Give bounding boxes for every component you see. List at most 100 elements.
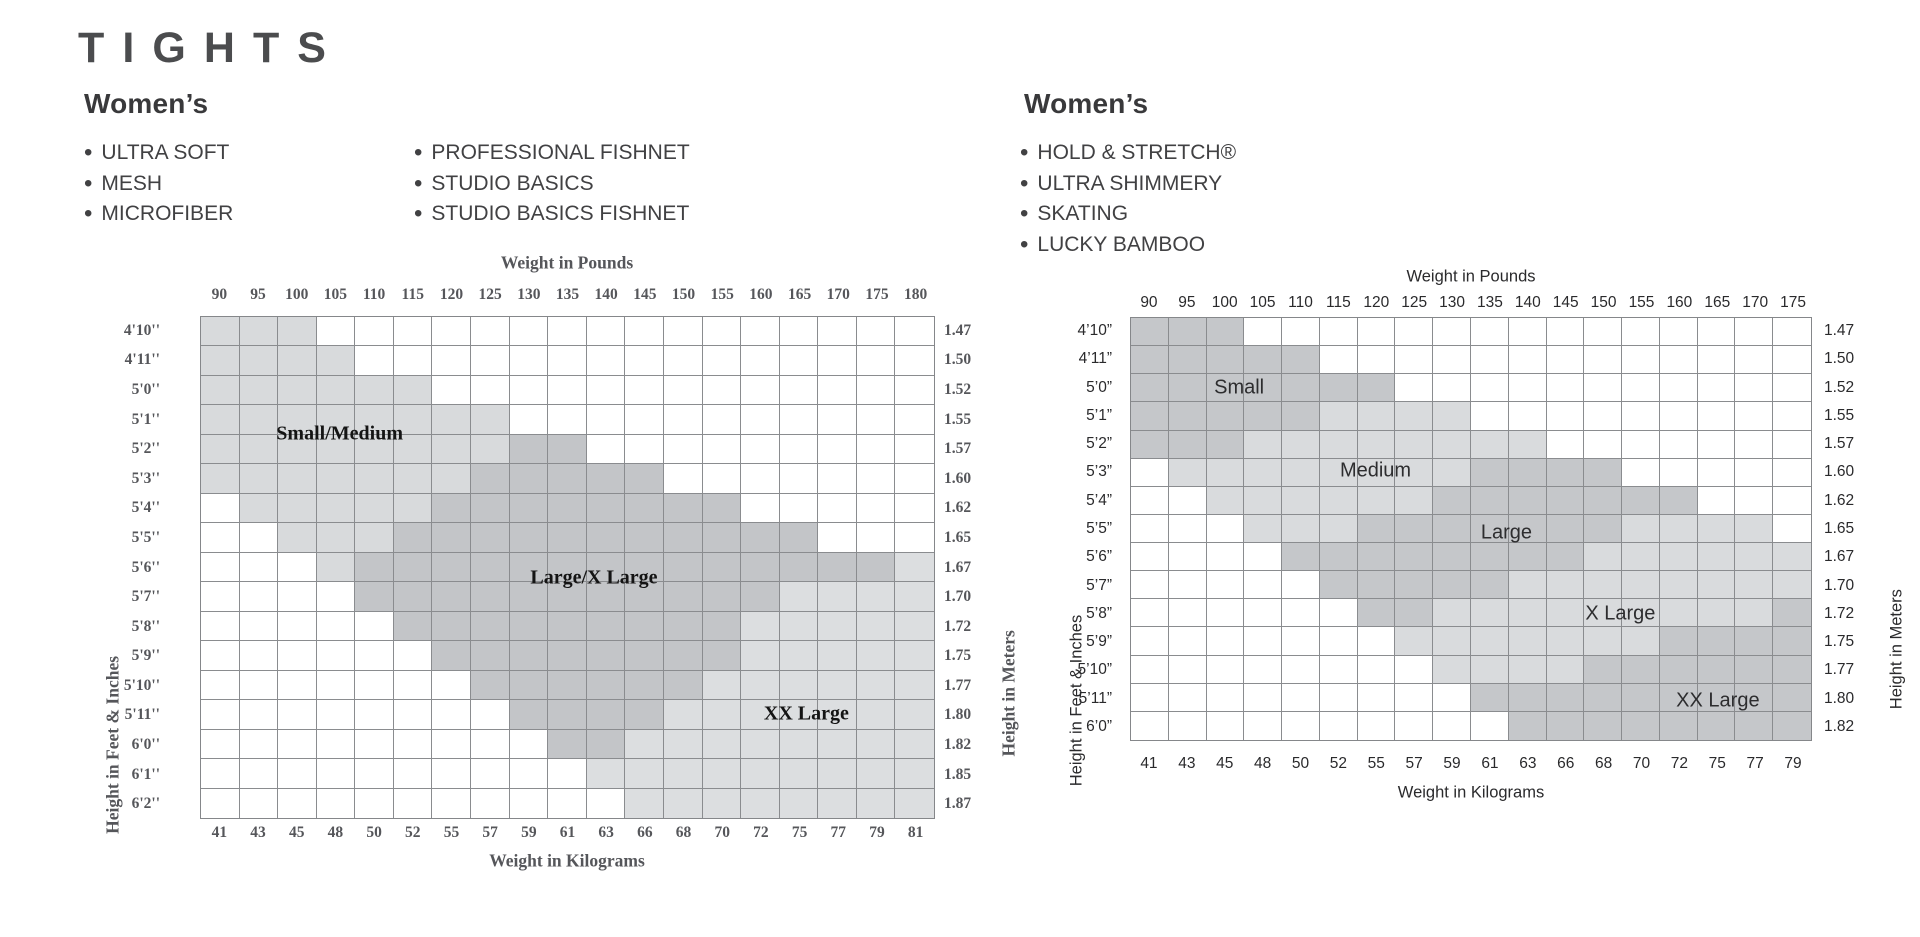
grid-cell [1735, 655, 1774, 684]
pounds-tick-label: 110 [1288, 294, 1313, 311]
grid-cell [1433, 346, 1471, 375]
grid-cell [702, 346, 742, 376]
bullet-item: ULTRA SHIMMERY [1020, 168, 1236, 199]
grid-cell [1773, 543, 1811, 572]
grid-cell [1584, 374, 1623, 403]
grid-cell [1697, 655, 1736, 684]
grid-cell [239, 759, 279, 789]
grid-cell [741, 670, 780, 701]
kilograms-tick-label: 70 [714, 824, 730, 841]
grid-cell [1206, 655, 1245, 684]
grid-cell [1735, 458, 1774, 487]
grid-cell [1508, 571, 1547, 600]
grid-cell [1282, 458, 1320, 487]
grid-cell [1508, 655, 1547, 684]
grid-cell [1131, 430, 1169, 459]
height-ft-tick-label: 6'0'' [131, 736, 160, 754]
grid-cell [1244, 683, 1283, 712]
grid-cell [1168, 543, 1207, 572]
grid-cell [1244, 402, 1283, 431]
grid-cell [548, 523, 587, 553]
grid-cell [702, 493, 742, 524]
grid-cell [1395, 402, 1434, 431]
grid-cell [895, 670, 934, 701]
grid-cell [239, 493, 279, 524]
grid-cell [1433, 402, 1471, 431]
grid-cell [1584, 514, 1623, 544]
grid-cell [1773, 402, 1811, 431]
grid-cell [1659, 402, 1698, 431]
grid-cell [1206, 711, 1245, 740]
grid-cell [239, 405, 279, 435]
grid-cell [201, 523, 240, 553]
height-m-tick-label: 1.82 [1824, 717, 1855, 735]
grid-cell [1131, 599, 1169, 628]
grid-cell [278, 700, 317, 730]
grid-cell [1471, 430, 1509, 459]
grid-cell [1395, 683, 1434, 712]
grid-cell [278, 464, 317, 494]
grid-cell [471, 670, 510, 701]
grid-cell [1433, 486, 1471, 515]
grid-cell [1546, 711, 1585, 740]
grid-cell [355, 346, 394, 376]
grid-cell [393, 434, 433, 465]
pounds-tick-label: 135 [555, 286, 580, 303]
pounds-tick-label: 105 [1249, 294, 1276, 311]
grid-cell [702, 611, 742, 642]
grid-cell [1395, 599, 1434, 628]
size-region-label: Small/Medium [276, 422, 403, 445]
grid-cell [1282, 486, 1320, 515]
size-grid [1130, 317, 1812, 741]
height-m-tick-label: 1.60 [1824, 463, 1855, 481]
grid-cell [393, 729, 433, 760]
pounds-tick-label: 170 [826, 286, 850, 303]
grid-cell [1471, 683, 1509, 712]
grid-cell [1168, 683, 1207, 712]
grid-cell [702, 759, 742, 789]
height-ft-tick-label: 5’7” [1086, 576, 1112, 594]
grid-cell [1546, 627, 1585, 656]
grid-cell [1168, 430, 1207, 459]
grid-cell [1659, 318, 1698, 347]
grid-cell [856, 729, 896, 760]
grid-cell [1357, 571, 1396, 600]
kilograms-tick-label: 48 [327, 824, 344, 841]
grid-cell [1773, 655, 1811, 684]
grid-cell [895, 434, 934, 465]
grid-cell [895, 493, 934, 524]
grid-cell [355, 729, 394, 760]
pounds-tick-label: 170 [1742, 294, 1769, 311]
grid-cell [586, 523, 626, 553]
grid-cell [201, 552, 240, 583]
bullet-item: MESH [84, 168, 233, 199]
grid-cell [1244, 486, 1283, 515]
pounds-tick-label: 160 [1666, 294, 1693, 311]
grid-cell [1433, 571, 1471, 600]
grid-cell [1206, 374, 1245, 403]
grid-cell [316, 670, 356, 701]
grid-cell [1622, 627, 1660, 656]
grid-cell [1433, 458, 1471, 487]
grid-cell [471, 434, 510, 465]
grid-cell [779, 641, 819, 671]
grid-cell [1735, 571, 1774, 600]
grid-cell [509, 405, 549, 435]
grid-cell [663, 317, 703, 347]
size-region-label: Large [1480, 521, 1533, 544]
grid-cell [1395, 374, 1434, 403]
grid-cell [663, 611, 703, 642]
grid-cell [355, 700, 394, 730]
pounds-tick-label: 150 [1590, 294, 1617, 311]
grid-cell [895, 700, 934, 730]
grid-cell [741, 552, 780, 583]
grid-cell [1622, 514, 1660, 544]
grid-cell [509, 317, 549, 347]
grid-cell [1282, 711, 1320, 740]
grid-cell [818, 523, 857, 553]
grid-cell [1319, 683, 1358, 712]
grid-cell [818, 700, 857, 730]
grid-cell [741, 405, 780, 435]
grid-cell [663, 641, 703, 671]
grid-cell [432, 464, 472, 494]
